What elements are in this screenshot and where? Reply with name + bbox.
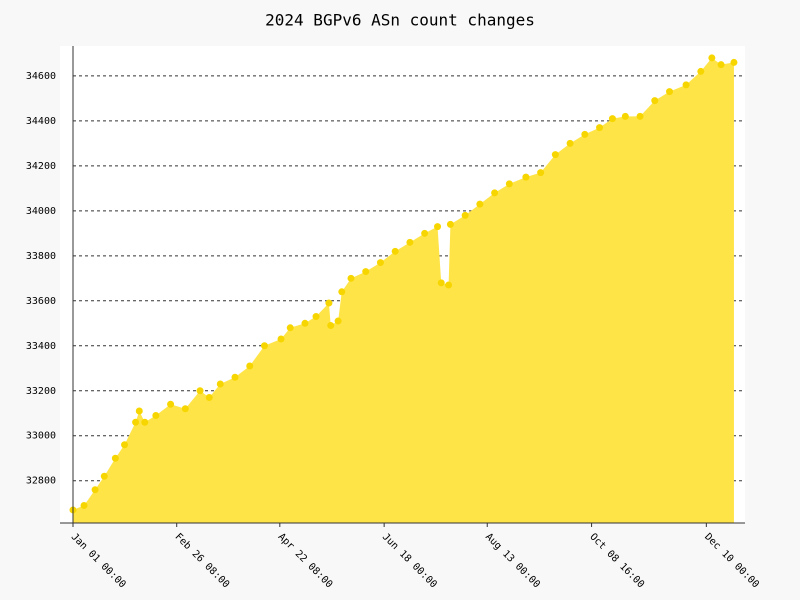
data-point (167, 400, 175, 408)
data-point (581, 130, 589, 138)
data-point (231, 373, 239, 381)
data-point (651, 97, 659, 105)
data-point (446, 220, 454, 228)
data-point (338, 288, 346, 296)
data-point (596, 124, 604, 132)
data-point (260, 342, 268, 350)
data-point (334, 317, 342, 325)
data-point (505, 180, 513, 188)
data-point (608, 115, 616, 123)
y-tick-label: 32800 (26, 476, 56, 487)
data-point (196, 387, 204, 395)
data-point (132, 418, 140, 426)
area (73, 57, 734, 524)
data-point (91, 486, 99, 494)
chart-title: 2024 BGPv6 ASn count changes (265, 11, 535, 30)
y-tick-label: 34000 (26, 206, 56, 217)
data-point (141, 418, 149, 426)
data-point (551, 151, 559, 159)
x-tick-label: Jan 01 00:00 (69, 531, 128, 590)
y-tick-label: 33800 (26, 251, 56, 262)
data-point (111, 454, 119, 462)
data-point (522, 173, 530, 181)
data-point (135, 407, 143, 415)
data-point (246, 362, 254, 370)
y-tick-label: 33200 (26, 386, 56, 397)
x-tick-label: Apr 22 08:00 (276, 531, 335, 590)
data-point (325, 299, 333, 307)
data-point (717, 61, 725, 69)
data-point (434, 223, 442, 231)
data-point (461, 211, 469, 219)
x-tick-label: Jun 18 00:00 (380, 531, 439, 590)
data-point (80, 501, 88, 509)
data-point (730, 58, 738, 66)
data-point (100, 472, 108, 480)
y-tick-label: 34600 (26, 71, 56, 82)
data-point (181, 405, 189, 413)
data-point (476, 200, 484, 208)
data-point (636, 112, 644, 120)
data-point (286, 324, 294, 332)
y-tick-label: 34200 (26, 161, 56, 172)
data-point (537, 169, 545, 177)
data-point (121, 441, 129, 449)
data-point (205, 394, 213, 402)
data-point (421, 229, 429, 237)
data-point (708, 54, 716, 62)
data-point (682, 81, 690, 89)
y-tick-label: 33000 (26, 431, 56, 442)
data-point (406, 238, 414, 246)
data-point (697, 67, 705, 75)
data-point (312, 313, 320, 321)
data-point (491, 189, 499, 197)
x-tick-label: Oct 08 16:00 (587, 531, 646, 590)
y-tick-label: 34400 (26, 116, 56, 127)
data-point (437, 279, 445, 287)
y-tick-label: 33600 (26, 296, 56, 307)
data-point (621, 112, 629, 120)
x-tick-label: Aug 13 00:00 (483, 531, 542, 590)
data-point (301, 319, 309, 327)
data-point (391, 247, 399, 255)
data-point (216, 380, 224, 388)
data-point (347, 274, 355, 282)
data-point (445, 281, 453, 289)
data-point (277, 335, 285, 343)
x-tick-label: Feb 26 08:00 (172, 531, 231, 590)
data-point (566, 139, 574, 147)
data-point (376, 259, 384, 267)
data-point (362, 268, 370, 276)
x-tick-label: Dec 10 00:00 (702, 531, 761, 590)
y-tick-label: 33400 (26, 341, 56, 352)
data-point (666, 88, 674, 96)
data-point (152, 412, 160, 420)
data-point (327, 322, 335, 330)
